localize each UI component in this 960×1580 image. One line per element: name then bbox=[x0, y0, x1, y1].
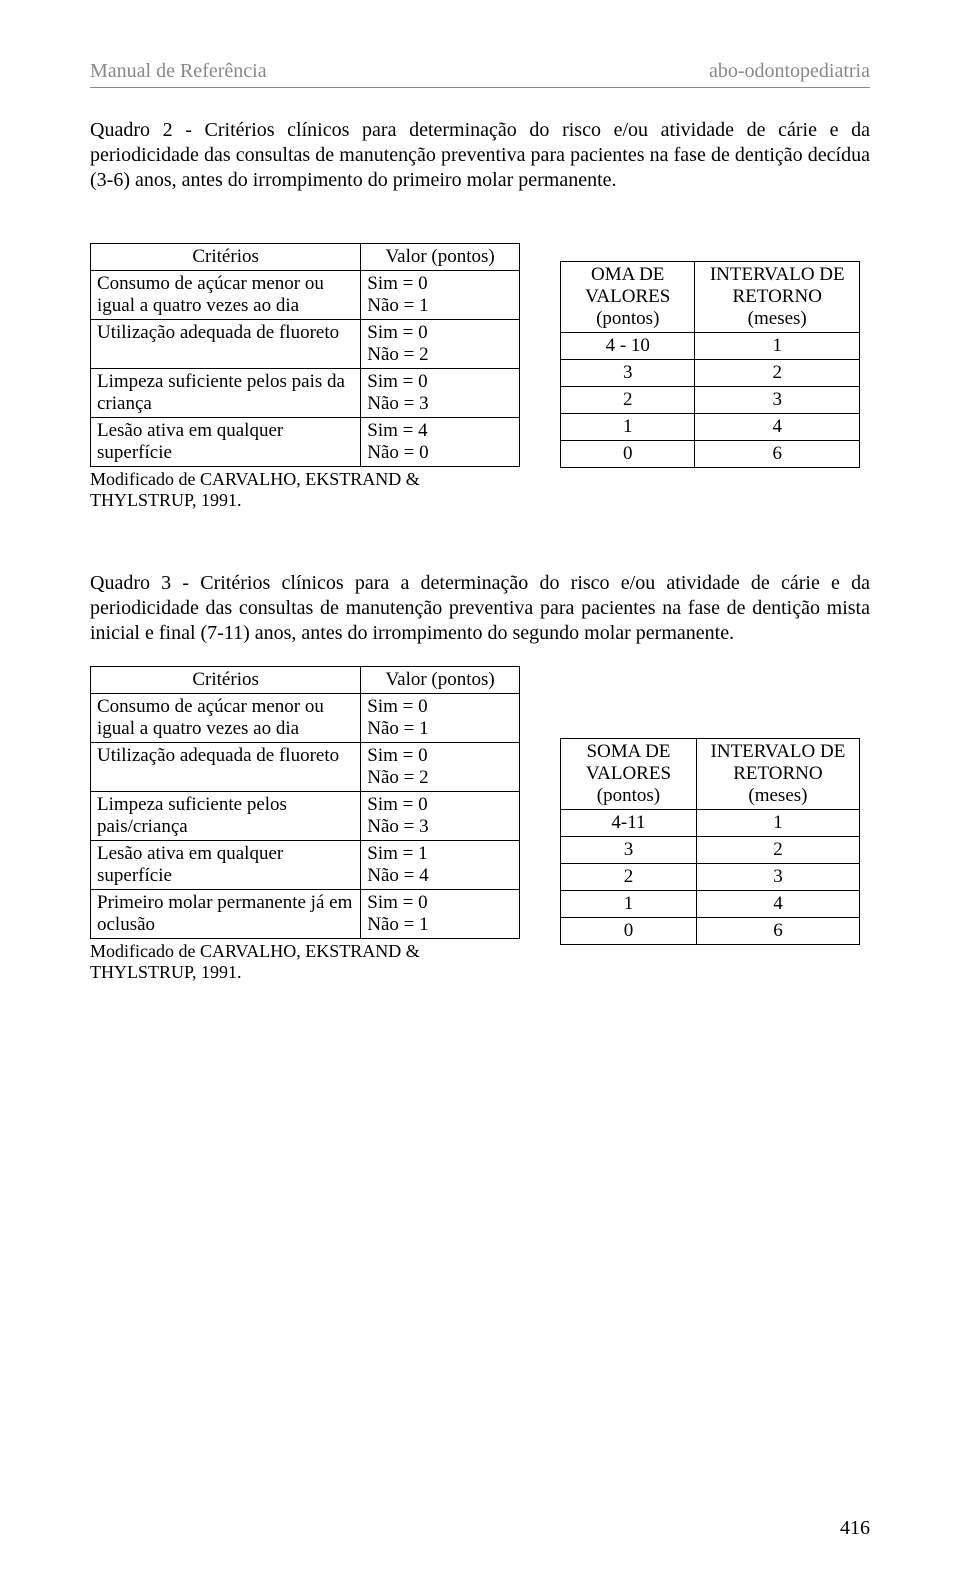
table-row: 23 bbox=[561, 864, 860, 891]
quadro2-criteria-col: Critérios Valor (pontos) Consumo de açúc… bbox=[90, 243, 520, 511]
ret-b: 1 bbox=[696, 810, 859, 837]
ret-header-left: SOMA DE VALORES (pontos) bbox=[561, 739, 697, 810]
quadro3-criteria-table: Critérios Valor (pontos) Consumo de açúc… bbox=[90, 666, 520, 939]
table-row: Consumo de açúcar menor ou igual a quatr… bbox=[91, 271, 520, 320]
quadro3-return-col: SOMA DE VALORES (pontos) INTERVALO DE RE… bbox=[560, 666, 860, 945]
crit-header-left: Critérios bbox=[91, 667, 361, 694]
table-row: 06 bbox=[561, 918, 860, 945]
crit-label: Lesão ativa em qualquer superfície bbox=[91, 418, 361, 467]
ret-b: 1 bbox=[695, 333, 860, 360]
ret-a: 1 bbox=[561, 414, 695, 441]
spacer bbox=[560, 243, 860, 261]
ret-b: 6 bbox=[695, 441, 860, 468]
crit-label: Lesão ativa em qualquer superfície bbox=[91, 841, 361, 890]
table-row: 23 bbox=[561, 387, 860, 414]
table-row: Lesão ativa em qualquer superfície Sim =… bbox=[91, 418, 520, 467]
table-row: 4 - 101 bbox=[561, 333, 860, 360]
quadro3-footnote: Modificado de CARVALHO, EKSTRAND & THYLS… bbox=[90, 941, 520, 983]
ret-b: 4 bbox=[696, 891, 859, 918]
crit-label: Primeiro molar permanente já em oclusão bbox=[91, 890, 361, 939]
crit-label: Utilização adequada de fluoreto bbox=[91, 320, 361, 369]
ret-b: 3 bbox=[696, 864, 859, 891]
quadro3-return-table: SOMA DE VALORES (pontos) INTERVALO DE RE… bbox=[560, 738, 860, 945]
ret-header-left: OMA DE VALORES (pontos) bbox=[561, 262, 695, 333]
crit-header-left: Critérios bbox=[91, 244, 361, 271]
table-row: OMA DE VALORES (pontos) INTERVALO DE RET… bbox=[561, 262, 860, 333]
page: Manual de Referência abo-odontopediatria… bbox=[0, 0, 960, 1580]
table-row: Consumo de açúcar menor ou igual a quatr… bbox=[91, 694, 520, 743]
ret-a: 1 bbox=[561, 891, 697, 918]
table-row: Limpeza suficiente pelos pais da criança… bbox=[91, 369, 520, 418]
ret-a: 3 bbox=[561, 837, 697, 864]
quadro2-return-table: OMA DE VALORES (pontos) INTERVALO DE RET… bbox=[560, 261, 860, 468]
ret-a: 4-11 bbox=[561, 810, 697, 837]
quadro2-block: Critérios Valor (pontos) Consumo de açúc… bbox=[90, 243, 870, 511]
ret-b: 2 bbox=[696, 837, 859, 864]
table-row: 32 bbox=[561, 837, 860, 864]
table-row: Critérios Valor (pontos) bbox=[91, 244, 520, 271]
table-row: 06 bbox=[561, 441, 860, 468]
quadro3-block: Critérios Valor (pontos) Consumo de açúc… bbox=[90, 666, 870, 983]
header-right: abo-odontopediatria bbox=[709, 60, 870, 83]
crit-value: Sim = 0Não = 1 bbox=[361, 271, 520, 320]
table-row: Lesão ativa em qualquer superfície Sim =… bbox=[91, 841, 520, 890]
crit-label: Consumo de açúcar menor ou igual a quatr… bbox=[91, 694, 361, 743]
header-rule bbox=[90, 87, 870, 88]
crit-label: Utilização adequada de fluoreto bbox=[91, 743, 361, 792]
crit-value: Sim = 0Não = 1 bbox=[361, 694, 520, 743]
quadro3-criteria-col: Critérios Valor (pontos) Consumo de açúc… bbox=[90, 666, 520, 983]
crit-value: Sim = 0Não = 3 bbox=[361, 792, 520, 841]
ret-a: 2 bbox=[561, 387, 695, 414]
ret-a: 0 bbox=[561, 441, 695, 468]
crit-label: Limpeza suficiente pelos pais/criança bbox=[91, 792, 361, 841]
ret-a: 3 bbox=[561, 360, 695, 387]
ret-header-right: INTERVALO DE RETORNO (meses) bbox=[696, 739, 859, 810]
table-row: Primeiro molar permanente já em oclusão … bbox=[91, 890, 520, 939]
quadro2-footnote: Modificado de CARVALHO, EKSTRAND & THYLS… bbox=[90, 469, 520, 511]
table-row: 14 bbox=[561, 414, 860, 441]
spacer bbox=[560, 666, 860, 738]
page-header: Manual de Referência abo-odontopediatria bbox=[90, 60, 870, 83]
crit-value: Sim = 1Não = 4 bbox=[361, 841, 520, 890]
ret-header-right: INTERVALO DE RETORNO (meses) bbox=[695, 262, 860, 333]
quadro2-title: Quadro 2 - Critérios clínicos para deter… bbox=[90, 118, 870, 193]
crit-value: Sim = 0Não = 1 bbox=[361, 890, 520, 939]
ret-b: 2 bbox=[695, 360, 860, 387]
crit-value: Sim = 4Não = 0 bbox=[361, 418, 520, 467]
ret-a: 0 bbox=[561, 918, 697, 945]
quadro2-return-col: OMA DE VALORES (pontos) INTERVALO DE RET… bbox=[560, 243, 860, 468]
ret-a: 2 bbox=[561, 864, 697, 891]
crit-label: Consumo de açúcar menor ou igual a quatr… bbox=[91, 271, 361, 320]
header-left: Manual de Referência bbox=[90, 60, 267, 83]
table-row: 4-111 bbox=[561, 810, 860, 837]
table-row: Utilização adequada de fluoreto Sim = 0N… bbox=[91, 320, 520, 369]
crit-label: Limpeza suficiente pelos pais da criança bbox=[91, 369, 361, 418]
quadro3-title: Quadro 3 - Critérios clínicos para a det… bbox=[90, 571, 870, 646]
table-row: Limpeza suficiente pelos pais/criança Si… bbox=[91, 792, 520, 841]
page-number: 416 bbox=[840, 1517, 870, 1540]
table-row: 14 bbox=[561, 891, 860, 918]
crit-header-right: Valor (pontos) bbox=[361, 244, 520, 271]
ret-a: 4 - 10 bbox=[561, 333, 695, 360]
crit-value: Sim = 0Não = 2 bbox=[361, 743, 520, 792]
table-row: Critérios Valor (pontos) bbox=[91, 667, 520, 694]
table-row: SOMA DE VALORES (pontos) INTERVALO DE RE… bbox=[561, 739, 860, 810]
crit-value: Sim = 0Não = 3 bbox=[361, 369, 520, 418]
quadro2-criteria-table: Critérios Valor (pontos) Consumo de açúc… bbox=[90, 243, 520, 467]
table-row: 32 bbox=[561, 360, 860, 387]
ret-b: 6 bbox=[696, 918, 859, 945]
crit-value: Sim = 0Não = 2 bbox=[361, 320, 520, 369]
ret-b: 3 bbox=[695, 387, 860, 414]
crit-header-right: Valor (pontos) bbox=[361, 667, 520, 694]
ret-b: 4 bbox=[695, 414, 860, 441]
table-row: Utilização adequada de fluoreto Sim = 0N… bbox=[91, 743, 520, 792]
